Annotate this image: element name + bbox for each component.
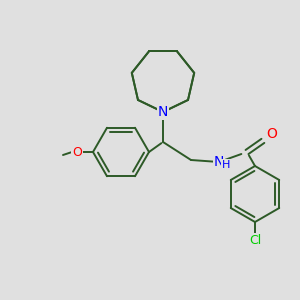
Text: N: N xyxy=(158,105,168,119)
Text: O: O xyxy=(72,146,82,158)
Text: Cl: Cl xyxy=(249,233,261,247)
Text: N: N xyxy=(214,155,224,169)
Text: H: H xyxy=(222,160,230,170)
Text: O: O xyxy=(267,127,278,141)
